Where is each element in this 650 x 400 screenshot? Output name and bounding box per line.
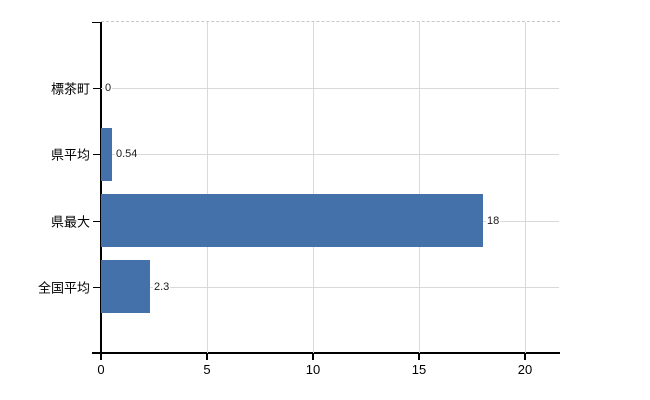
y-axis-edge-tick <box>92 22 101 23</box>
y-axis-category-tick <box>93 221 100 222</box>
x-axis-tick <box>312 353 314 360</box>
y-axis-category-tick <box>93 88 100 89</box>
x-axis-tick <box>418 353 420 360</box>
x-axis <box>92 352 560 354</box>
data-label-1: 0.54 <box>115 147 139 161</box>
gridline-vertical <box>419 22 420 353</box>
category-label-3: 全国平均 <box>37 280 90 296</box>
data-label-3: 2.3 <box>153 280 171 294</box>
bar-3 <box>101 260 150 313</box>
x-axis-tick-label-0: 0 <box>97 362 105 377</box>
x-axis-tick <box>524 353 526 360</box>
gridline-horizontal <box>101 88 559 89</box>
data-label-2: 18 <box>486 214 501 228</box>
x-axis-tick <box>100 353 102 360</box>
category-label-2: 県最大 <box>50 214 90 230</box>
x-axis-tick-label-4: 20 <box>517 362 533 377</box>
bar-1 <box>101 128 112 181</box>
x-axis-tick <box>206 353 208 360</box>
gridline-vertical <box>525 22 526 353</box>
category-label-1: 県平均 <box>50 147 90 163</box>
gridline-vertical <box>313 22 314 353</box>
y-axis-category-tick <box>93 287 100 288</box>
x-axis-tick-label-1: 5 <box>203 362 211 377</box>
data-label-0: 0 <box>104 81 113 95</box>
y-axis <box>100 22 102 353</box>
plot-top-border <box>101 21 560 22</box>
y-axis-category-tick <box>93 154 100 155</box>
x-axis-tick-label-3: 15 <box>411 362 427 377</box>
x-axis-tick-label-2: 10 <box>305 362 321 377</box>
gridline-vertical <box>207 22 208 353</box>
category-label-0: 標茶町 <box>50 81 90 97</box>
gridline-horizontal <box>101 287 559 288</box>
bar-2 <box>101 194 483 247</box>
gridline-horizontal <box>101 154 559 155</box>
